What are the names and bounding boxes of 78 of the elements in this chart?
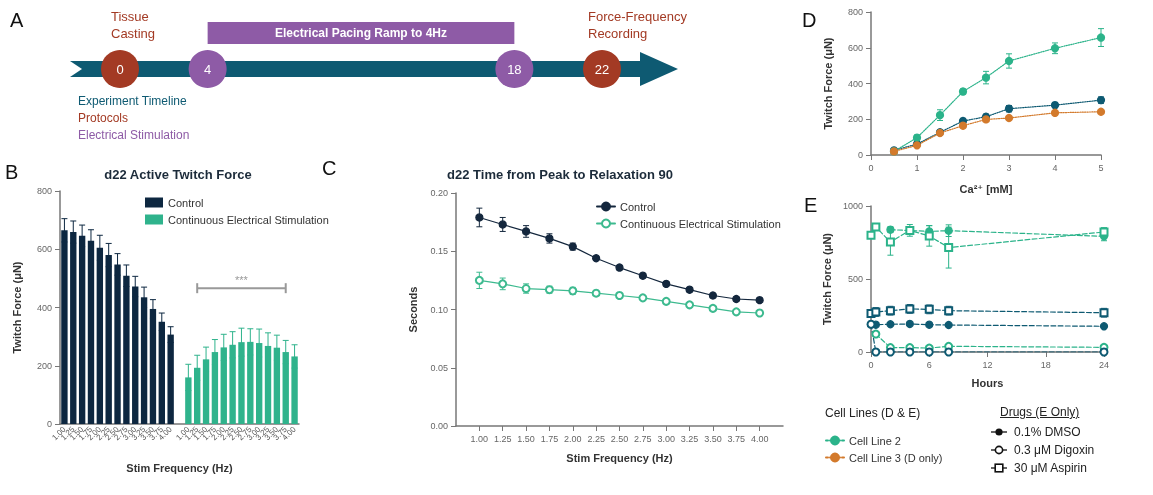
text: 0.1% DMSO xyxy=(1014,425,1081,439)
annotation: *** xyxy=(235,273,249,286)
x-tick-label: 18 xyxy=(1040,359,1051,370)
text: D xyxy=(802,9,817,31)
text: Force-Frequency Recording xyxy=(588,9,691,41)
x-tick-label: 3.00 xyxy=(657,433,675,444)
text: Tissue Casting xyxy=(111,9,156,41)
legend-label: Cell Line 3 (D only) xyxy=(849,451,943,464)
text: Drugs (E Only) xyxy=(999,405,1081,419)
text: E xyxy=(804,194,818,216)
y-axis-title: Twitch Force (μN) xyxy=(820,232,833,326)
x-tick-label: 1.00 xyxy=(470,433,489,444)
y-tick-label: 600 xyxy=(847,42,863,53)
text: Electrical Stimulation xyxy=(78,128,190,142)
x-tick-label: 24 xyxy=(1098,359,1110,370)
text: 0.3 μM Digoxin xyxy=(1014,443,1095,457)
legend-title: Cell Lines (D & E) xyxy=(825,406,921,420)
x-axis-title: Stim Frequency (Hz) xyxy=(566,451,673,464)
text: Experiment Timeline xyxy=(78,94,188,108)
legend-label: Control xyxy=(620,200,656,213)
y-tick-label: 0 xyxy=(857,150,863,160)
y-tick-label: 400 xyxy=(847,78,863,89)
x-tick-label: 3.50 xyxy=(704,433,722,444)
x-tick-label: 2.25 xyxy=(587,433,605,444)
y-tick-label: 0.20 xyxy=(430,188,448,198)
x-tick-label: 0 xyxy=(868,359,874,370)
x-tick-label: 3.25 xyxy=(680,433,699,444)
x-tick-label: 1.75 xyxy=(540,433,559,444)
y-tick-label: 0.10 xyxy=(430,304,448,315)
chart-title: d22 Time from Peak to Relaxation 90 xyxy=(447,167,673,182)
x-tick-label: 0 xyxy=(868,162,874,173)
y-tick-label: 0.05 xyxy=(430,362,448,373)
y-axis-title: Seconds xyxy=(406,286,419,333)
x-tick-label: 3 xyxy=(1006,162,1012,173)
x-tick-label: 2.75 xyxy=(634,433,652,444)
y-tick-label: 0.15 xyxy=(430,246,448,257)
y-tick-label: 400 xyxy=(36,302,52,313)
y-tick-label: 0 xyxy=(857,347,863,357)
legend-label: Continuous Electrical Stimulation xyxy=(168,213,329,226)
text: 30 μM Aspirin xyxy=(1014,461,1087,475)
text: C xyxy=(322,157,337,179)
x-tick-label: 3.75 xyxy=(727,433,746,444)
x-tick-label: 1 xyxy=(914,162,920,173)
category-label: 0 xyxy=(116,61,124,77)
x-tick-label: 5 xyxy=(1098,162,1104,173)
legend-label: Continuous Electrical Stimulation xyxy=(620,217,781,230)
text: A xyxy=(10,9,24,31)
x-tick-label: 2 xyxy=(960,162,966,173)
legend-label: Cell Line 2 xyxy=(849,434,901,447)
category-label: 4 xyxy=(204,61,212,77)
text: Electrical Pacing Ramp to 4Hz xyxy=(274,26,448,40)
x-tick-label: 4.00 xyxy=(750,433,769,444)
y-tick-label: 800 xyxy=(36,186,52,196)
y-tick-label: 200 xyxy=(36,360,52,371)
legend-label: Control xyxy=(168,196,204,209)
x-tick-label: 1.50 xyxy=(517,433,535,444)
x-tick-label: 1.25 xyxy=(493,433,512,444)
y-axis-title: Twitch Force (μN) xyxy=(821,37,834,130)
x-tick-label: 4 xyxy=(1052,162,1058,173)
x-tick-label: 12 xyxy=(982,359,993,370)
x-axis-title: Hours xyxy=(971,376,1004,389)
category-label: 22 xyxy=(594,61,610,77)
x-axis-title: Ca²⁺ [mM] xyxy=(959,182,1013,195)
y-tick-label: 800 xyxy=(847,7,863,17)
y-tick-label: 500 xyxy=(847,274,863,284)
x-axis-title: Stim Frequency (Hz) xyxy=(126,461,233,474)
text: Protocols xyxy=(78,111,129,125)
category-label: 18 xyxy=(507,61,522,77)
y-axis-title: Twitch Force (μN) xyxy=(10,261,23,354)
x-tick-label: 6 xyxy=(926,359,932,370)
chart-title: d22 Active Twitch Force xyxy=(104,167,252,182)
y-tick-label: 0.00 xyxy=(430,421,448,431)
text: B xyxy=(5,161,19,183)
x-tick-label: 2.50 xyxy=(610,433,629,444)
y-tick-label: 200 xyxy=(847,114,863,125)
y-tick-label: 600 xyxy=(36,244,52,255)
y-tick-label: 1000 xyxy=(842,201,863,211)
x-tick-label: 2.00 xyxy=(564,433,582,444)
